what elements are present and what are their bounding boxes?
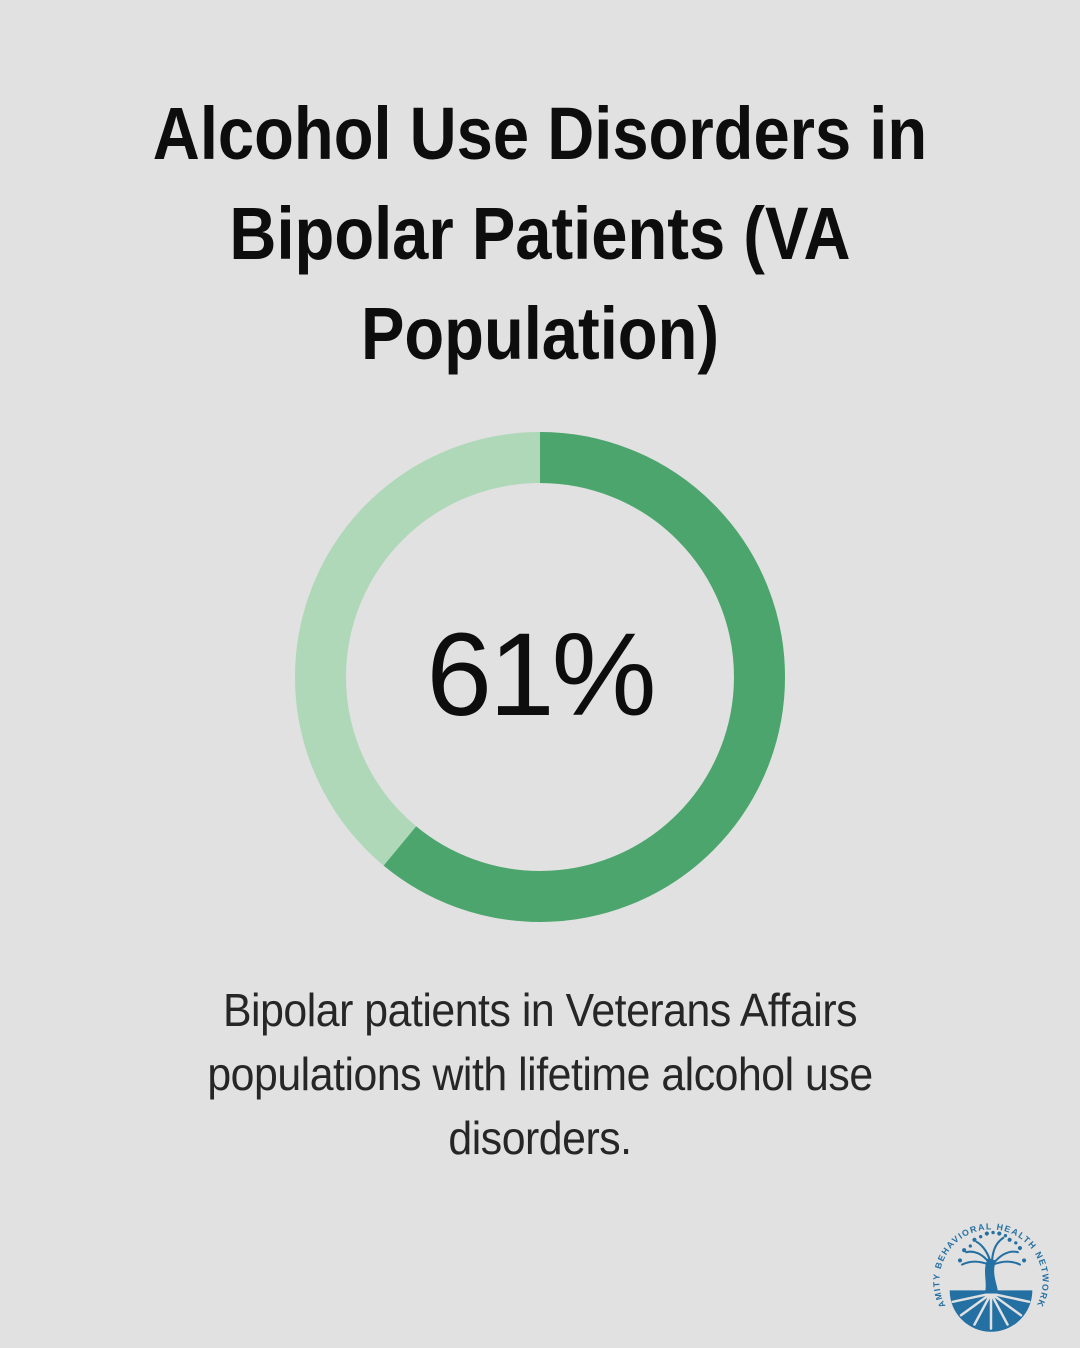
caption: Bipolar patients in Veterans Affairs pop… — [38, 978, 1042, 1170]
tree-root-slits — [951, 1292, 1031, 1330]
title-line-3: Population) — [360, 292, 720, 375]
title-line-2: Bipolar Patients (VA — [229, 192, 851, 275]
caption-line-3: disorders. — [448, 1112, 632, 1164]
title-line-1: Alcohol Use Disorders in — [152, 92, 928, 175]
percent-label: 61% — [426, 609, 656, 741]
brand-logo-svg: AMITY BEHAVIORAL HEALTH NETWORK — [931, 1221, 1049, 1332]
caption-line-2: populations with lifetime alcohol use — [207, 1048, 873, 1100]
caption-line-1: Bipolar patients in Veterans Affairs — [222, 984, 858, 1036]
donut-chart-svg — [295, 432, 785, 922]
donut-chart — [295, 432, 785, 922]
page-title: Alcohol Use Disorders in Bipolar Patient… — [65, 84, 1015, 384]
brand-logo: AMITY BEHAVIORAL HEALTH NETWORK — [929, 1215, 1053, 1339]
tree-foliage — [957, 1230, 1027, 1263]
donut-value-slice — [295, 432, 785, 922]
tree-branches — [961, 1236, 1021, 1266]
tree-icon — [949, 1230, 1033, 1332]
